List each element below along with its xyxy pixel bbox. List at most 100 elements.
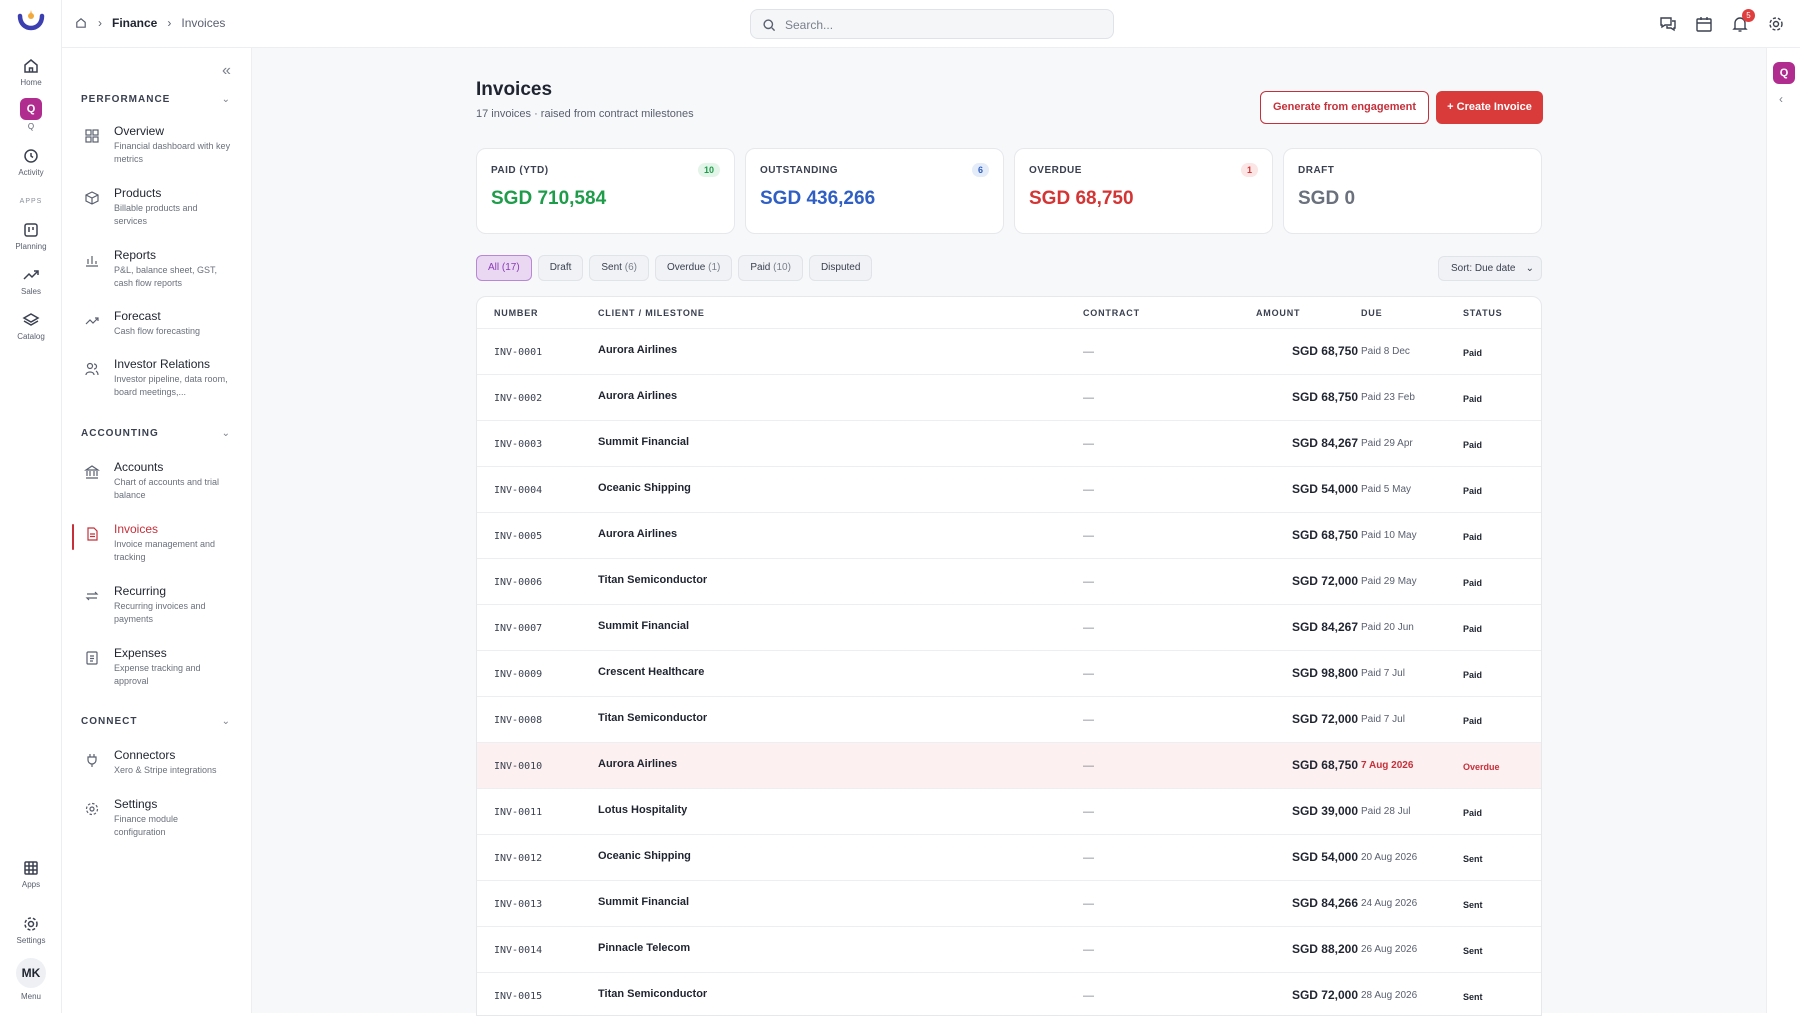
sidebar-item-title: Settings xyxy=(114,797,158,811)
gear-icon[interactable] xyxy=(1766,14,1786,34)
invoice-number: INV-0007 xyxy=(494,623,543,634)
sidebar-item-title: Investor Relations xyxy=(114,357,211,371)
filter-paid[interactable]: Paid (10) xyxy=(738,255,803,281)
table-row[interactable]: INV-0004 Oceanic Shipping — SGD 54,000 Paid … xyxy=(477,467,1541,513)
table-row[interactable]: INV-0001 Aurora Airlines — SGD 68,750 Paid 8… xyxy=(477,329,1541,375)
rail-apps[interactable]: Apps xyxy=(0,858,62,889)
summary-card-paid[interactable]: PAID (YTD) 10 SGD 710,584 xyxy=(476,148,735,234)
sidebar-item-title: Accounts xyxy=(114,460,164,474)
table-row[interactable]: INV-0005 Aurora Airlines — SGD 68,750 Paid 1… xyxy=(477,513,1541,559)
table-row[interactable]: INV-0012 Oceanic Shipping — SGD 54,000 20 Au… xyxy=(477,835,1541,881)
filter-overdue[interactable]: Overdue (1) xyxy=(654,255,733,281)
sidebar-item-invoices[interactable]: Invoices Invoice management and tracking xyxy=(62,522,252,564)
sidebar-item-recurring[interactable]: Recurring Recurring invoices and payments xyxy=(62,584,252,626)
sidebar-item-title: Connectors xyxy=(114,748,176,762)
section-title: CONNECT xyxy=(81,716,138,727)
filter-disputed[interactable]: Disputed xyxy=(808,255,873,281)
due-value: Paid 29 Apr xyxy=(1361,438,1413,449)
table-row[interactable]: INV-0014 Pinnacle Telecom — SGD 88,200 26 Au… xyxy=(477,927,1541,973)
header-due[interactable]: DUE xyxy=(1361,308,1383,318)
rail-catalog[interactable]: Catalog xyxy=(0,310,62,341)
sidebar-item-accounts[interactable]: Accounts Chart of accounts and trial bala… xyxy=(62,460,252,502)
sort-label: Sort: Due date xyxy=(1451,263,1516,274)
sidebar-item-desc: Chart of accounts and trial balance xyxy=(114,477,220,500)
breadcrumb-page: Invoices xyxy=(181,16,226,30)
filter-all[interactable]: All (17) xyxy=(476,255,532,281)
chevron-left-icon[interactable]: ‹ xyxy=(1779,92,1783,106)
sidebar-item-title: Invoices xyxy=(114,522,159,536)
table-row[interactable]: INV-0008 Titan Semiconductor — SGD 72,000 Pa… xyxy=(477,697,1541,743)
contract-value: — xyxy=(1083,944,1094,956)
table-row[interactable]: INV-0009 Crescent Healthcare — SGD 98,800 Pa… xyxy=(477,651,1541,697)
table-row[interactable]: INV-0002 Aurora Airlines — SGD 68,750 Paid 2… xyxy=(477,375,1541,421)
sidebar-item-forecast[interactable]: Forecast Cash flow forecasting xyxy=(62,309,252,338)
app-rail: Home Q Q Activity APPS Planning Sales Ca… xyxy=(0,0,62,1013)
header-amount[interactable]: AMOUNT xyxy=(1256,308,1301,318)
filter-label: Draft xyxy=(549,262,572,273)
rail-planning[interactable]: Planning xyxy=(0,220,62,251)
sidebar-item-products[interactable]: Products Billable products and services xyxy=(62,186,252,228)
table-row[interactable]: INV-0015 Titan Semiconductor — SGD 72,000 28… xyxy=(477,973,1541,1015)
table-row[interactable]: INV-0003 Summit Financial — SGD 84,267 Paid … xyxy=(477,421,1541,467)
chat-icon[interactable] xyxy=(1658,14,1678,34)
card-label: PAID (YTD) xyxy=(491,165,549,176)
status-badge: Overdue xyxy=(1463,762,1500,772)
rail-home[interactable]: Home xyxy=(0,56,62,87)
summary-card-outstanding[interactable]: OUTSTANDING 6 SGD 436,266 xyxy=(745,148,1004,234)
status-badge: Paid xyxy=(1463,348,1483,358)
rail-sales[interactable]: Sales xyxy=(0,265,62,296)
card-count-badge: 10 xyxy=(697,163,720,177)
section-title: PERFORMANCE xyxy=(81,94,171,105)
sidebar-item-investor-relations[interactable]: Investor Relations Investor pipeline, dat… xyxy=(62,357,252,399)
table-body: INV-0001 Aurora Airlines — SGD 68,750 Paid 8… xyxy=(477,329,1541,1015)
section-connect[interactable]: CONNECT ⌄ xyxy=(81,716,231,727)
table-row[interactable]: INV-0010 Aurora Airlines — SGD 68,750 7 Aug … xyxy=(477,743,1541,789)
sidebar-item-settings[interactable]: Settings Finance module configuration xyxy=(62,797,252,839)
filter-count: (1) xyxy=(708,262,721,273)
sidebar-item-connectors[interactable]: Connectors Xero & Stripe integrations xyxy=(62,748,252,777)
amount-value: SGD 68,750 xyxy=(1291,758,1358,772)
rail-settings[interactable]: Settings xyxy=(0,914,62,945)
section-performance[interactable]: PERFORMANCE ⌄ xyxy=(81,94,231,105)
table-row[interactable]: INV-0011 Lotus Hospitality — SGD 39,000 Paid… xyxy=(477,789,1541,835)
sidebar-item-title: Reports xyxy=(114,248,157,262)
breadcrumb-section[interactable]: Finance xyxy=(112,16,158,30)
summary-card-draft[interactable]: DRAFT SGD 0 xyxy=(1283,148,1542,234)
sidebar-item-expenses[interactable]: Expenses Expense tracking and approval xyxy=(62,646,252,688)
status-badge: Sent xyxy=(1463,946,1483,956)
summary-card-overdue[interactable]: OVERDUE 1 SGD 68,750 xyxy=(1014,148,1273,234)
calendar-icon[interactable] xyxy=(1694,14,1714,34)
sidebar-item-reports[interactable]: Reports P&L, balance sheet, GST, cash flo… xyxy=(62,248,252,290)
table-row[interactable]: INV-0007 Summit Financial — SGD 84,267 Paid … xyxy=(477,605,1541,651)
section-accounting[interactable]: ACCOUNTING ⌄ xyxy=(81,428,231,439)
chevron-down-icon: ⌄ xyxy=(221,428,231,439)
contract-value: — xyxy=(1083,714,1094,726)
sort-select[interactable]: Sort: Due date ⌄ xyxy=(1438,256,1542,281)
contract-value: — xyxy=(1083,484,1094,496)
header-client[interactable]: CLIENT / MILESTONE xyxy=(598,308,705,318)
rail-q[interactable]: Q Q xyxy=(0,98,62,131)
header-contract[interactable]: CONTRACT xyxy=(1083,308,1140,318)
filter-draft[interactable]: Draft xyxy=(537,255,584,281)
header-number[interactable]: NUMBER xyxy=(494,308,539,318)
home-icon[interactable] xyxy=(74,16,88,30)
client-name: Titan Semiconductor xyxy=(598,712,708,724)
grid-icon xyxy=(21,858,41,878)
generate-from-engagement-button[interactable]: Generate from engagement xyxy=(1260,91,1429,124)
rail-activity[interactable]: Activity xyxy=(0,146,62,177)
table-row[interactable]: INV-0013 Summit Financial — SGD 84,266 24 Au… xyxy=(477,881,1541,927)
rail-menu[interactable]: MK Menu xyxy=(0,958,62,1001)
sidebar-item-overview[interactable]: Overview Financial dashboard with key met… xyxy=(62,124,252,166)
create-invoice-button[interactable]: + Create Invoice xyxy=(1436,91,1543,124)
card-value: SGD 436,266 xyxy=(760,188,876,209)
search-input[interactable]: Search... xyxy=(750,9,1114,39)
q-assistant-icon[interactable]: Q xyxy=(1773,62,1795,84)
status-badge: Sent xyxy=(1463,854,1483,864)
table-row[interactable]: INV-0006 Titan Semiconductor — SGD 72,000 Pa… xyxy=(477,559,1541,605)
app-logo[interactable] xyxy=(16,8,46,40)
filter-sent[interactable]: Sent (6) xyxy=(589,255,649,281)
bell-icon[interactable]: 5 xyxy=(1730,9,1755,34)
sidebar-item-desc: Financial dashboard with key metrics xyxy=(114,141,231,164)
collapse-sidebar-icon[interactable]: « xyxy=(222,62,231,79)
header-status[interactable]: STATUS xyxy=(1463,308,1503,318)
